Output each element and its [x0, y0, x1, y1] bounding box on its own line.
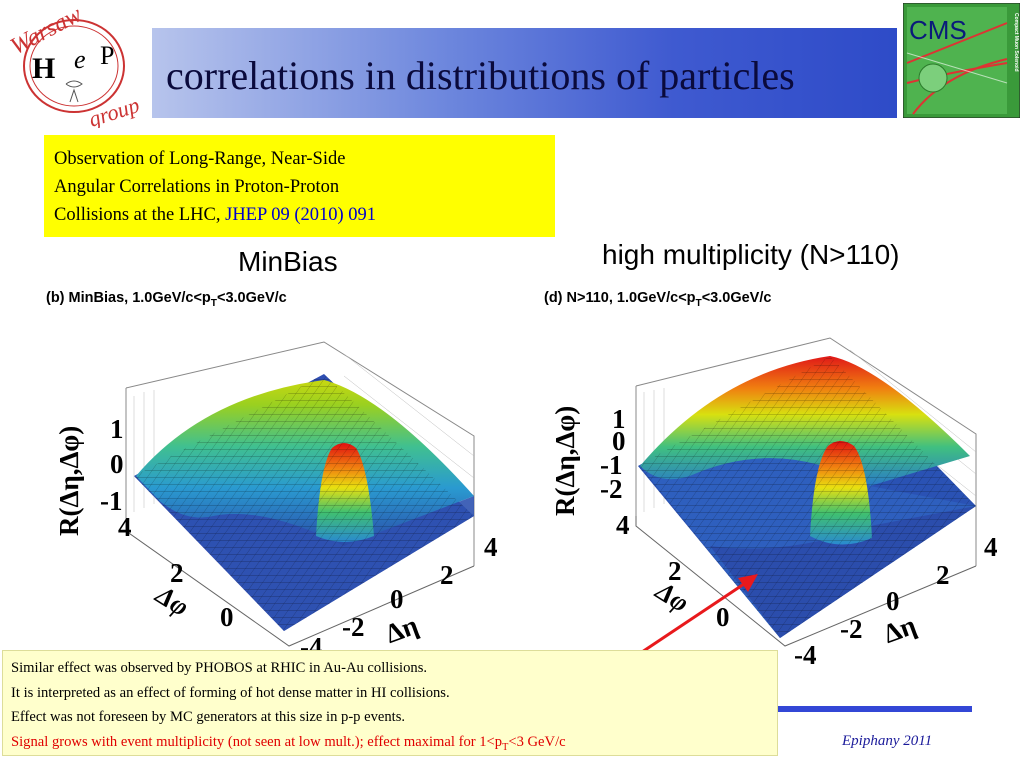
footer-rule — [778, 706, 972, 712]
minbias-phi-tick: 0 — [220, 602, 234, 632]
minbias-eta-tick: 0 — [390, 584, 404, 614]
notes-line-4-sub: T — [502, 741, 509, 753]
high-multiplicity-heading: high multiplicity (N>110) — [602, 239, 900, 270]
highmult-z-tick: -1 — [600, 450, 623, 480]
minbias-label-prefix: (b) MinBias, 1.0GeV/c<p — [46, 290, 211, 306]
highmult-panel-label: (d) N>110, 1.0GeV/c<pT<3.0GeV/c — [544, 290, 771, 309]
notes-line-2: It is interpreted as an effect of formin… — [11, 684, 450, 701]
minbias-correlation-plot: R(Δη,Δφ) 1 0 -1 4 2 0 Δφ 4 2 0 -2 -4 Δη — [44, 316, 520, 662]
highmult-eta-tick: 4 — [984, 532, 998, 562]
notes-box: Similar effect was observed by PHOBOS at… — [2, 650, 778, 756]
minbias-phi-axis-label: Δφ — [150, 579, 195, 622]
minbias-label-sub: T — [210, 297, 217, 309]
minbias-z-tick: 1 — [110, 414, 124, 444]
logo-group-text: group — [85, 92, 142, 128]
reference-line-1: Observation of Long-Range, Near-Side — [54, 149, 346, 169]
cms-logo: CMS Compact Muon Solenoid — [902, 2, 1021, 119]
highmult-z-axis-label: R(Δη,Δφ) — [550, 406, 580, 516]
highmult-label-prefix: (d) N>110, 1.0GeV/c<p — [544, 290, 696, 306]
minbias-eta-tick: 2 — [440, 560, 454, 590]
notes-line-4-suffix: <3 GeV/c — [508, 733, 566, 750]
highmult-phi-tick: 2 — [668, 556, 682, 586]
highmult-eta-tick: 2 — [936, 560, 950, 590]
minbias-z-tick: 0 — [110, 449, 124, 479]
highmult-label-sub: T — [695, 297, 702, 309]
logo-letter-e: e — [74, 45, 86, 74]
logo-letter-p: P — [100, 41, 114, 70]
minbias-phi-tick: 4 — [118, 512, 132, 542]
minbias-phi-tick: 2 — [170, 558, 184, 588]
hep-warsaw-logo: Warsaw group H e P — [2, 1, 152, 131]
highmult-label-suffix: <3.0GeV/c — [701, 290, 772, 306]
highmult-correlation-plot: R(Δη,Δφ) 1 0 -1 -2 4 2 0 Δφ 4 2 0 -2 -4 … — [540, 316, 1010, 676]
minbias-panel-label: (b) MinBias, 1.0GeV/c<pT<3.0GeV/c — [46, 290, 287, 309]
journal-reference-link[interactable]: JHEP 09 (2010) 091 — [225, 205, 377, 225]
slide-title: correlations in distributions of particl… — [166, 53, 795, 98]
minbias-label-suffix: <3.0GeV/c — [216, 290, 287, 306]
highmult-eta-tick: -4 — [794, 640, 817, 670]
highmult-z-tick: 1 — [612, 404, 626, 434]
highmult-z-tick: 0 — [612, 426, 626, 456]
reference-line-2: Angular Correlations in Proton-Proton — [54, 177, 340, 197]
cms-logo-text: CMS — [909, 15, 967, 45]
ridge-pointer-arrow — [629, 574, 758, 660]
minbias-z-axis-label: R(Δη,Δφ) — [54, 426, 84, 536]
logo-letter-h: H — [32, 52, 55, 85]
notes-line-4-prefix: Signal grows with event multiplicity (no… — [11, 733, 503, 750]
cms-logo-side-text: Compact Muon Solenoid — [1013, 13, 1019, 72]
minbias-eta-axis-label: Δη — [381, 610, 422, 649]
highmult-eta-tick: -2 — [840, 614, 863, 644]
notes-line-1: Similar effect was observed by PHOBOS at… — [11, 660, 428, 676]
title-bar — [152, 28, 897, 118]
highmult-phi-tick: 4 — [616, 510, 630, 540]
reference-line-3: Collisions at the LHC, JHEP 09 (2010) 09… — [54, 201, 555, 229]
highmult-eta-tick: 0 — [886, 586, 900, 616]
highmult-phi-tick: 0 — [716, 602, 730, 632]
reference-box: Observation of Long-Range, Near-Side Ang… — [44, 135, 555, 237]
minbias-heading: MinBias — [238, 246, 338, 277]
minbias-eta-tick: 4 — [484, 532, 498, 562]
minbias-z-tick: -1 — [100, 486, 123, 516]
minbias-eta-tick: -2 — [342, 612, 365, 642]
notes-line-3: Effect was not foreseen by MC generators… — [11, 709, 406, 725]
reference-line-3-text: Collisions at the LHC, — [54, 205, 226, 225]
footer-conference: Epiphany 2011 — [842, 733, 933, 749]
highmult-z-tick: -2 — [600, 474, 623, 504]
notes-line-4: Signal grows with event multiplicity (no… — [11, 730, 777, 760]
